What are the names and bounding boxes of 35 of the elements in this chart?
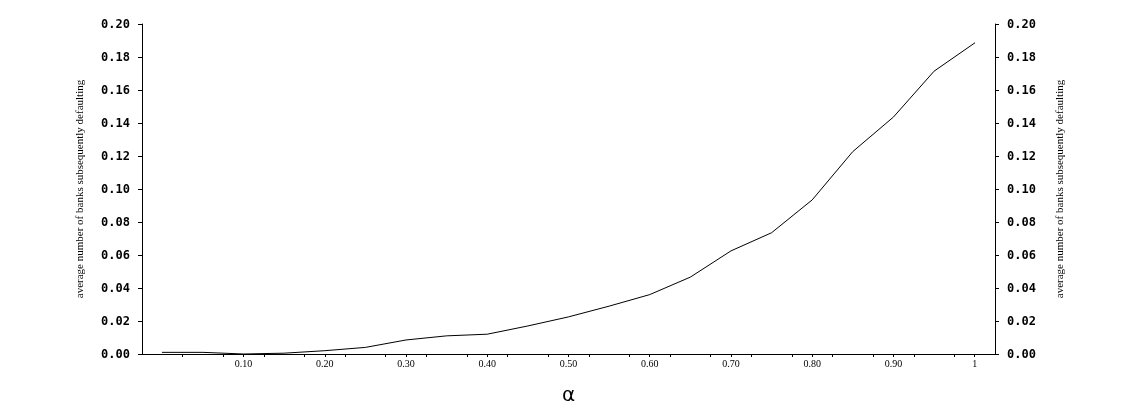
x-tick-label: 0.20 xyxy=(316,357,334,369)
y-tick-label: 0.02 xyxy=(101,314,130,328)
y-tick-label: 0.16 xyxy=(101,83,130,97)
y-tick-label: 0.08 xyxy=(101,215,130,229)
x-tick-label: 0.80 xyxy=(803,357,821,369)
x-tick-label: 0.10 xyxy=(234,357,253,369)
y2-tick-label: 0.14 xyxy=(1007,116,1036,130)
y-axis-title: average number of banks subsequently defaulting xyxy=(72,79,85,299)
x-tick-label: 0.40 xyxy=(478,357,497,369)
y2-tick-label: 0.04 xyxy=(1007,281,1036,295)
y-tick-label: 0.10 xyxy=(101,182,130,196)
y-tick-label: 0.06 xyxy=(101,248,130,262)
x-tick-label: 0.90 xyxy=(884,357,903,369)
y2-tick-label: 0.10 xyxy=(1007,182,1036,196)
y2-tick-label: 0.06 xyxy=(1007,248,1036,262)
x-tick-label: 0.30 xyxy=(397,357,415,369)
x-tick-label: 1 xyxy=(972,357,978,369)
x-tick-label: 0.70 xyxy=(722,357,740,369)
y-tick-label: 0.14 xyxy=(101,116,130,130)
y2-tick-label: 0.02 xyxy=(1007,314,1036,328)
y2-tick-label: 0.12 xyxy=(1007,149,1036,163)
x-axis-title: α xyxy=(561,382,576,406)
y2-tick-label: 0.16 xyxy=(1007,83,1036,97)
y-tick-label: 0.18 xyxy=(101,50,130,64)
y2-tick-label: 0.20 xyxy=(1007,17,1036,31)
y2-tick-label: 0.08 xyxy=(1007,215,1036,229)
x-tick-label: 0.60 xyxy=(640,357,659,369)
x-tick-label: 0.50 xyxy=(559,357,578,369)
y2-tick-label: 0.18 xyxy=(1007,50,1036,64)
y-tick-label: 0.20 xyxy=(101,17,130,31)
y2-tick-label: 0.00 xyxy=(1007,347,1036,361)
y-tick-label: 0.04 xyxy=(101,281,130,295)
y2-axis-title: average number of banks subsequently defaulting xyxy=(1052,79,1065,299)
y-tick-label: 0.00 xyxy=(101,347,130,361)
y-tick-label: 0.12 xyxy=(101,149,130,163)
